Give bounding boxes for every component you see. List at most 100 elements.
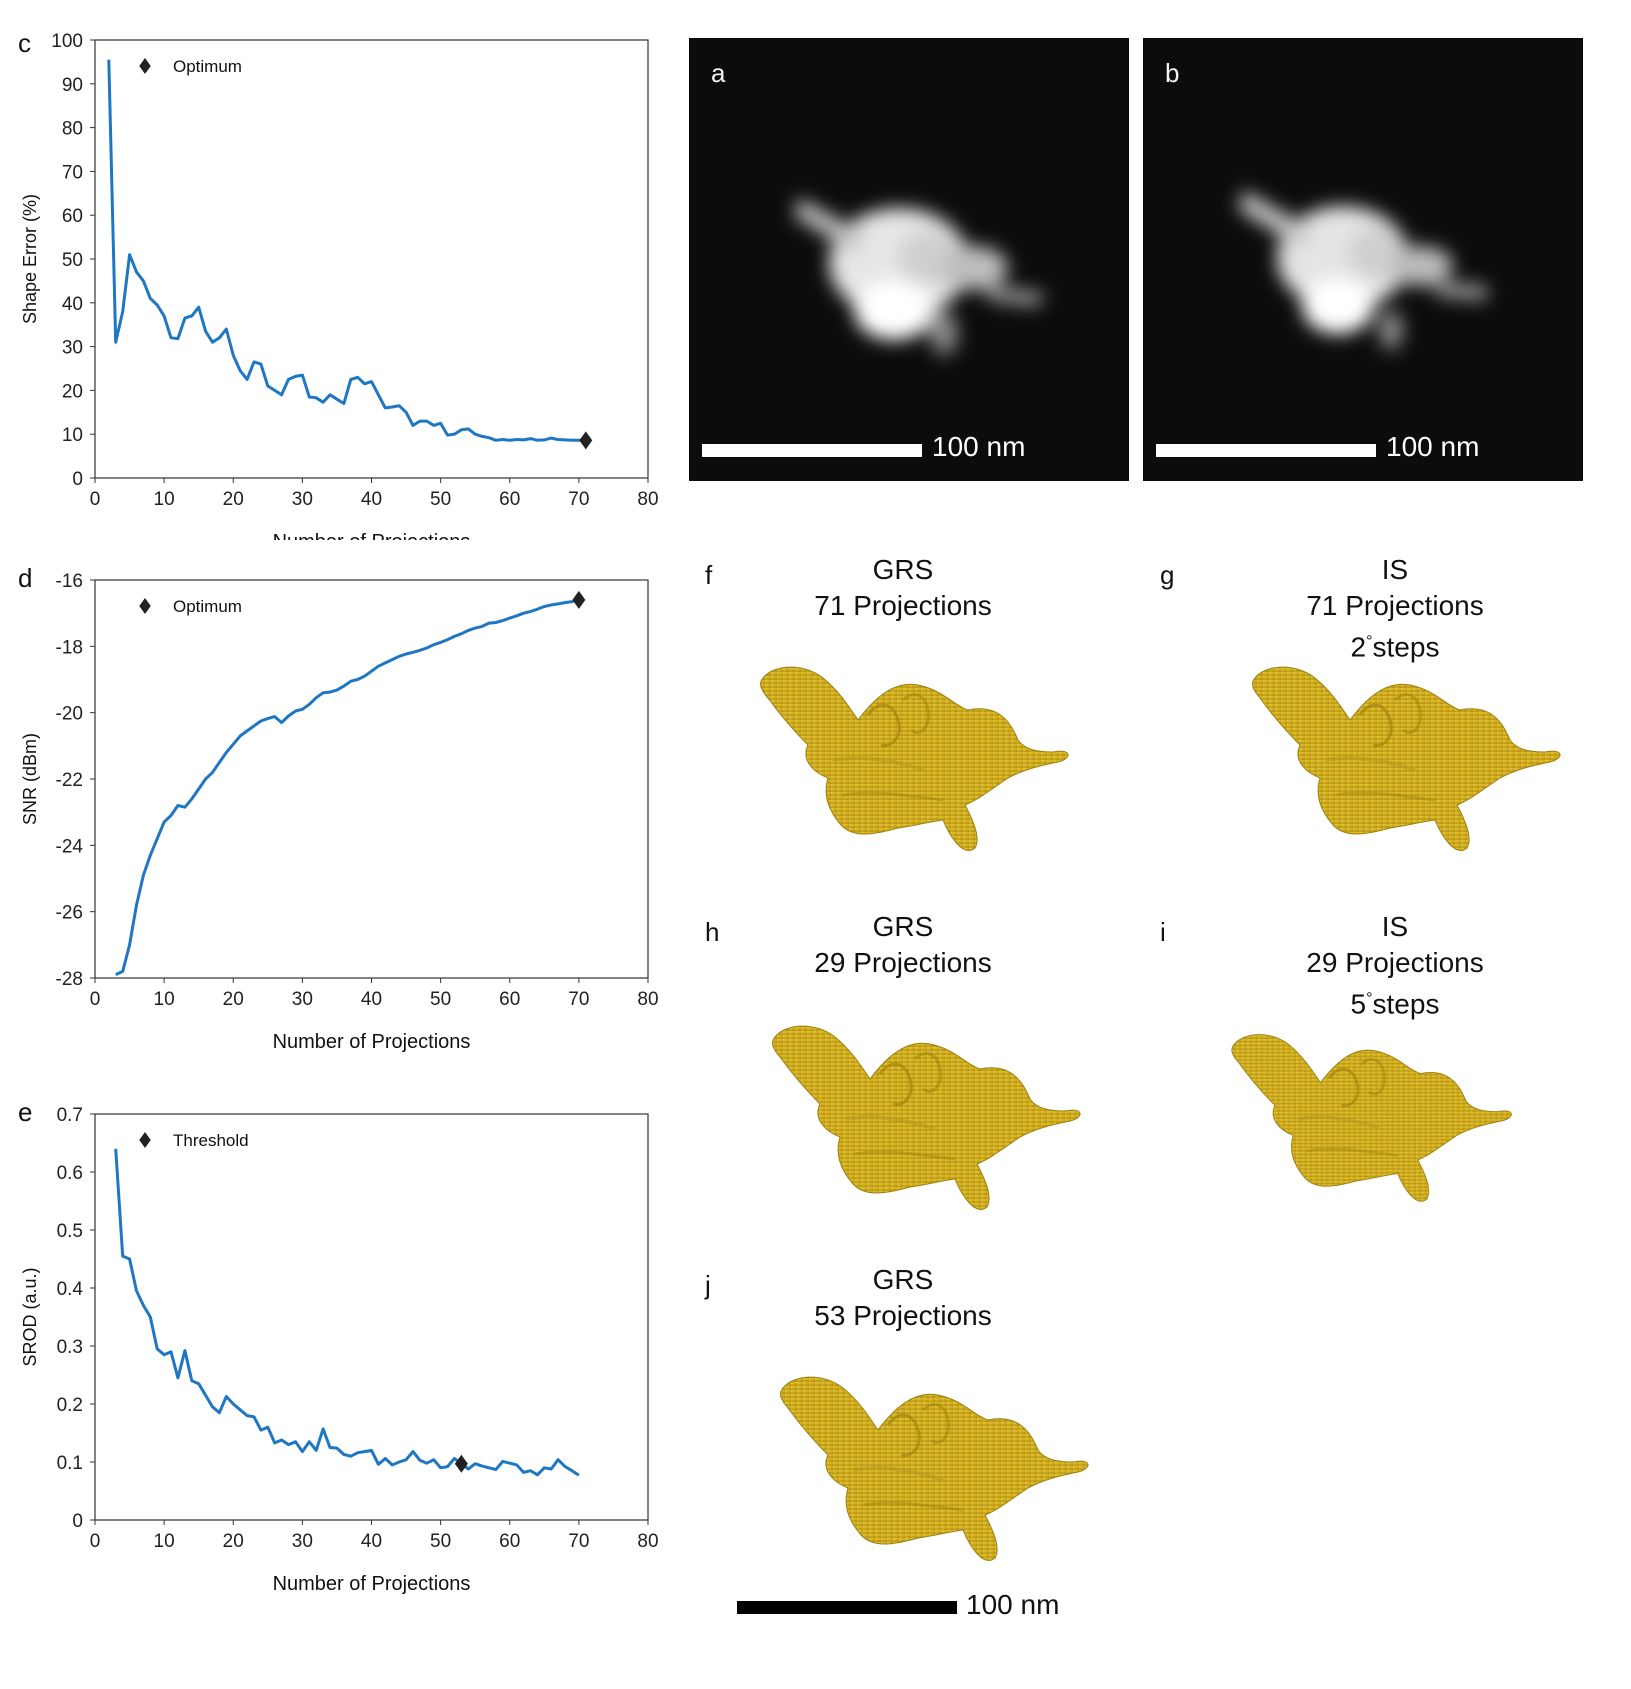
- reconstruction-g: IS 71 Projections 2°steps: [1205, 550, 1625, 890]
- y-tick-label: 10: [62, 425, 83, 446]
- x-tick-label: 70: [568, 989, 589, 1010]
- x-axis-label: Number of Projections: [273, 531, 471, 540]
- x-tick-label: 60: [499, 989, 520, 1010]
- reconstruction-h: GRS 29 Projections: [713, 907, 1133, 1247]
- recon-method-f: GRS: [872, 554, 934, 585]
- y-axis-label: Shape Error (%): [20, 194, 40, 324]
- x-tick-label: 10: [154, 1531, 175, 1552]
- y-tick-label: 0: [72, 469, 83, 490]
- legend-label: Threshold: [173, 1131, 249, 1150]
- y-tick-label: -28: [56, 969, 83, 990]
- panel-label-f: f: [705, 560, 713, 590]
- reconstruction-i: IS 29 Projections 5°steps: [1205, 907, 1625, 1247]
- panel-label-g: g: [1160, 560, 1175, 590]
- x-tick-label: 80: [637, 489, 658, 510]
- x-tick-label: 60: [499, 489, 520, 510]
- panel-label-c: c: [18, 28, 31, 58]
- legend-diamond: [139, 598, 151, 614]
- x-axis-label: Number of Projections: [273, 1573, 471, 1595]
- y-tick-label: 80: [62, 119, 83, 140]
- chart-shape-error: 0 10 20 30 40 50 60 70 80 0 10 20 30 40 50 60 70 80 90 100 N…: [20, 31, 659, 540]
- y-tick-label: 0.2: [57, 1395, 83, 1416]
- x-tick-label: 20: [223, 1531, 244, 1552]
- recon-projections-i: 29 Projections: [1306, 947, 1484, 978]
- recon-title-h: GRS 29 Projections: [713, 909, 1093, 981]
- recon-projections-g: 71 Projections: [1306, 590, 1484, 621]
- recon-projections-f: 71 Projections: [814, 590, 992, 621]
- x-axis-label: Number of Projections: [273, 1031, 471, 1053]
- panel-label-a: a: [711, 58, 726, 88]
- x-tick-label: 10: [154, 989, 175, 1010]
- x-tick-label: 70: [568, 1531, 589, 1552]
- x-tick-label: 30: [292, 1531, 313, 1552]
- y-tick-label: 0.6: [57, 1163, 83, 1184]
- x-tick-label: 70: [568, 489, 589, 510]
- y-tick-label: 90: [62, 75, 83, 96]
- y-tick-label: 20: [62, 381, 83, 402]
- panel-label-e: e: [18, 1097, 33, 1127]
- x-tick-label: 50: [430, 489, 451, 510]
- y-axis-label: SROD (a.u.): [20, 1267, 40, 1366]
- x-tick-label: 60: [499, 1531, 520, 1552]
- scale-bar-a: [702, 444, 922, 457]
- x-tick-label: 0: [90, 1531, 101, 1552]
- panel-label-h: h: [705, 917, 720, 947]
- scale-bar-bottom-label: 100 nm: [966, 1589, 1060, 1620]
- y-tick-label: 70: [62, 162, 83, 183]
- y-tick-label: 0.4: [57, 1279, 84, 1300]
- y-tick-label: -16: [56, 571, 83, 592]
- legend-diamond: [139, 58, 151, 74]
- panel-label-b: b: [1165, 58, 1180, 88]
- scale-bar-b: [1156, 444, 1376, 457]
- x-tick-label: 40: [361, 1531, 382, 1552]
- y-tick-label: -20: [56, 704, 83, 725]
- em-image-b: b 100 nm: [1143, 38, 1583, 481]
- x-tick-label: 50: [430, 1531, 451, 1552]
- recon-method-h: GRS: [872, 911, 934, 942]
- x-tick-label: 80: [637, 989, 658, 1010]
- reconstruction-f: GRS 71 Projections: [713, 550, 1133, 890]
- gold-particle-f: [758, 665, 1071, 853]
- x-tick-label: 40: [361, 489, 382, 510]
- scale-bar-label-b: 100 nm: [1386, 431, 1480, 462]
- y-tick-label: 40: [62, 294, 83, 315]
- x-tick-label: 80: [637, 1531, 658, 1552]
- recon-projections-h: 29 Projections: [814, 947, 992, 978]
- recon-method-i: IS: [1381, 911, 1409, 942]
- marker-diamond: [572, 590, 586, 609]
- y-tick-label: -18: [56, 637, 83, 658]
- panel-label-i: i: [1160, 917, 1166, 947]
- plot-frame: [94, 579, 649, 979]
- y-tick-label: 60: [62, 206, 83, 227]
- y-axis-label: SNR (dBm): [20, 733, 40, 825]
- recon-title-f: GRS 71 Projections: [713, 552, 1093, 624]
- recon-method-j: GRS: [872, 1264, 934, 1295]
- legend-label: Optimum: [173, 57, 242, 76]
- series-line: [115, 598, 580, 977]
- y-tick-label: 0.7: [57, 1105, 83, 1126]
- y-tick-label: -22: [56, 770, 83, 791]
- y-tick-label: 0.1: [57, 1453, 83, 1474]
- y-tick-label: 50: [62, 250, 83, 271]
- recon-title-i: IS 29 Projections 5°steps: [1205, 909, 1585, 1022]
- scale-bar-bottom: [737, 1601, 957, 1614]
- y-tick-label: 0.3: [57, 1337, 83, 1358]
- gold-particle-i: [1230, 1032, 1514, 1204]
- gold-particle-g: [1250, 665, 1563, 853]
- y-tick-label: -26: [56, 903, 83, 924]
- y-tick-label: 0.5: [57, 1221, 83, 1242]
- y-tick-label: 100: [51, 31, 83, 52]
- series-line: [107, 59, 586, 442]
- plot-frame: [94, 1113, 649, 1521]
- legend-diamond: [139, 1132, 151, 1148]
- y-tick-label: 30: [62, 338, 83, 359]
- x-tick-label: 30: [292, 489, 313, 510]
- x-tick-label: 0: [90, 989, 101, 1010]
- x-tick-label: 30: [292, 989, 313, 1010]
- y-tick-label: -24: [56, 836, 84, 857]
- recon-projections-j: 53 Projections: [814, 1300, 992, 1331]
- recon-title-g: IS 71 Projections 2°steps: [1205, 552, 1585, 665]
- legend-label: Optimum: [173, 597, 242, 616]
- x-tick-label: 20: [223, 489, 244, 510]
- reconstruction-j: GRS 53 Projections: [713, 1260, 1133, 1600]
